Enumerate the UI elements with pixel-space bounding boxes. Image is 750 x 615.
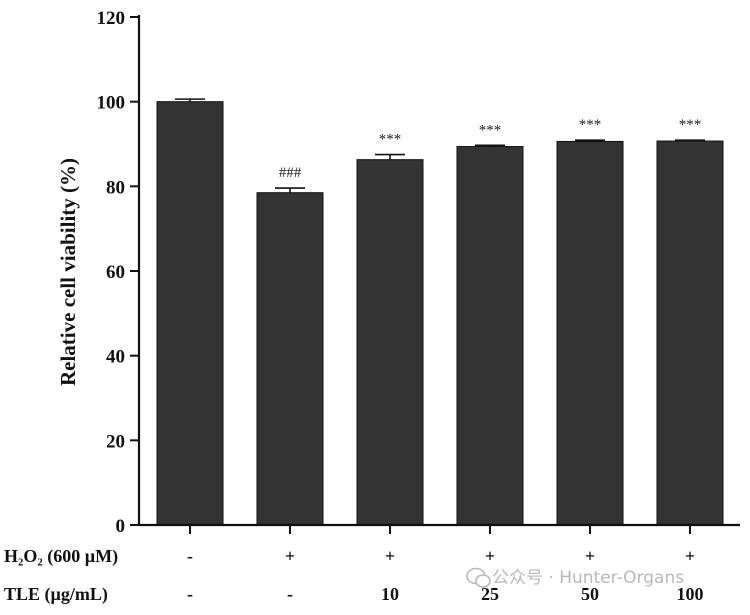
treatment-row-value: + [285,546,295,566]
treatment-row-value: 25 [481,584,499,604]
treatment-row-label: TLE (µg/mL) [4,584,108,605]
significance-label: *** [579,117,602,133]
treatment-row-value: + [585,546,595,566]
bar [456,146,524,526]
significance-layer: ### *** *** *** *** [279,117,702,181]
treatment-row-value: + [685,546,695,566]
treatment-row-value: - [187,546,193,566]
treatment-row-value: + [385,546,395,566]
treatment-row-label: H₂O₂ (600 µM) [4,546,118,567]
axes-layer: 0 20 40 60 80 100 120 Relative cell viability (… [56,8,740,537]
bar [556,140,624,526]
watermark-text: 公众号 · Hunter-Organs [492,568,684,588]
significance-label: *** [679,117,702,133]
error-bars-layer [175,98,705,193]
y-tick-label: 20 [106,431,125,452]
treatment-row-value: 100 [677,584,704,604]
y-tick-label: 100 [97,93,126,114]
wechat-icon [466,567,491,588]
y-axis-label: Relative cell viability (%) [56,158,80,386]
significance-label: *** [379,132,402,148]
treatment-row-value: - [287,584,293,604]
y-tick-label: 120 [97,8,126,29]
y-tick-label: 40 [106,347,125,368]
treatment-row-value: - [187,584,193,604]
y-tick-label: 80 [106,177,125,198]
treatment-rows: H₂O₂ (600 µM) - + + + + + TLE (µg/mL) - - 10 25 50 10… [4,546,704,605]
significance-label: ### [279,165,302,181]
y-tick-label: 60 [106,262,125,283]
bar [156,101,224,526]
significance-label: *** [479,122,502,138]
wechat-icon-bubble [475,574,491,588]
bar [256,192,324,526]
treatment-row-value: 10 [381,584,399,604]
bar [356,159,424,526]
bar [656,140,724,526]
bars-layer [156,101,724,526]
y-tick-label: 0 [116,516,126,537]
watermark: 公众号 · Hunter-Organs [466,567,684,588]
treatment-row-value: 50 [581,584,599,604]
treatment-row-value: + [485,546,495,566]
